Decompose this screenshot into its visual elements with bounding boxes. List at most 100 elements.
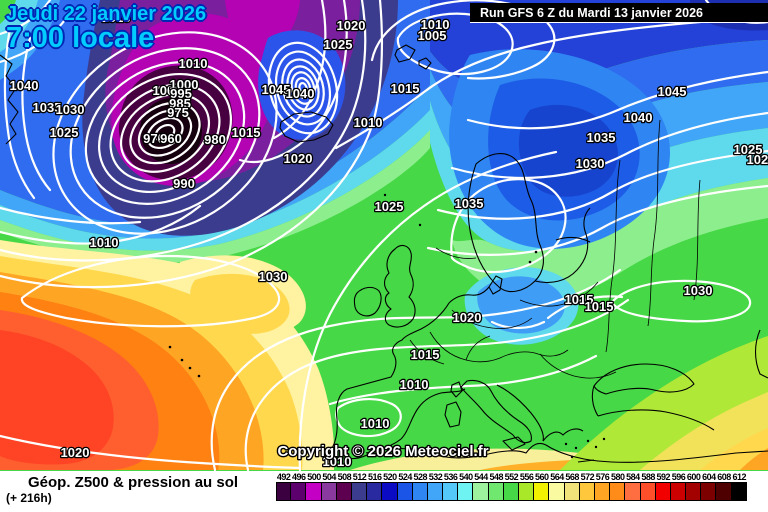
forecast-lead-time: (+ 216h) bbox=[6, 491, 52, 505]
scale-swatch bbox=[427, 482, 444, 501]
scale-cell: 528 bbox=[412, 472, 428, 501]
scale-swatch bbox=[488, 482, 504, 501]
pressure-label: 1015 bbox=[232, 125, 261, 140]
scale-cell: 600 bbox=[686, 472, 702, 501]
scale-cell: 532 bbox=[427, 472, 444, 501]
scale-value: 600 bbox=[686, 472, 701, 482]
scale-value: 592 bbox=[656, 472, 671, 482]
pressure-label: 1020 bbox=[337, 18, 366, 33]
scale-value: 548 bbox=[489, 472, 503, 482]
pressure-label: 1030 bbox=[576, 156, 605, 171]
scale-swatch bbox=[534, 482, 550, 501]
scale-value: 512 bbox=[352, 472, 367, 482]
scale-cell: 544 bbox=[473, 472, 489, 501]
pressure-label: 960 bbox=[160, 131, 182, 146]
pressure-label: 1015 bbox=[565, 292, 594, 307]
pressure-label: 995 bbox=[170, 86, 192, 101]
pressure-label: 1045 bbox=[658, 84, 687, 99]
pressure-label: 1000 bbox=[170, 77, 199, 92]
scale-value: 552 bbox=[504, 472, 519, 482]
scale-value: 572 bbox=[580, 472, 595, 482]
scale-cell: 500 bbox=[306, 472, 322, 501]
pressure-labels-layer: 1015101010401035103010251005100099598597… bbox=[8, 2, 768, 471]
scale-swatch bbox=[701, 482, 717, 501]
pressure-label: 1010 bbox=[400, 377, 429, 392]
scale-cell: 552 bbox=[503, 472, 519, 501]
scale-cell: 612 bbox=[731, 472, 747, 501]
pressure-label: 1040 bbox=[624, 110, 653, 125]
scale-cell: 548 bbox=[488, 472, 504, 501]
scale-swatch bbox=[731, 482, 747, 501]
scale-swatch bbox=[503, 482, 519, 501]
scale-value: 588 bbox=[641, 472, 655, 482]
scale-swatch bbox=[382, 482, 398, 501]
scale-cell: 516 bbox=[367, 472, 383, 501]
scale-cell: 536 bbox=[443, 472, 459, 501]
pressure-label: 1030 bbox=[684, 283, 713, 298]
scale-swatch bbox=[443, 482, 459, 501]
scale-swatch bbox=[276, 482, 292, 501]
copyright-text: Copyright © 2026 Meteociel.fr bbox=[277, 443, 488, 460]
scale-value: 584 bbox=[626, 472, 640, 482]
scale-swatch bbox=[336, 482, 352, 501]
scale-value: 520 bbox=[383, 472, 397, 482]
pressure-label: 970 bbox=[143, 131, 165, 146]
scale-value: 560 bbox=[535, 472, 549, 482]
scale-swatch bbox=[716, 482, 732, 501]
scale-cell: 540 bbox=[458, 472, 474, 501]
pressure-label: 1020 bbox=[747, 152, 768, 167]
scale-cell: 492 bbox=[276, 472, 292, 501]
scale-value: 564 bbox=[550, 472, 564, 482]
scale-value: 508 bbox=[337, 472, 352, 482]
scale-swatch bbox=[625, 482, 641, 501]
pressure-label: 1010 bbox=[179, 56, 208, 71]
scale-value: 536 bbox=[443, 472, 458, 482]
scale-swatch bbox=[594, 482, 611, 501]
scale-cell: 568 bbox=[564, 472, 580, 501]
scale-value: 604 bbox=[702, 472, 716, 482]
scale-swatch bbox=[351, 482, 368, 501]
pressure-label: 1005 bbox=[153, 83, 182, 98]
scale-cell: 596 bbox=[670, 472, 687, 501]
scale-swatch bbox=[412, 482, 428, 501]
model-run-text: Run GFS 6 Z du Mardi 13 janvier 2026 bbox=[480, 5, 703, 20]
scale-value: 580 bbox=[610, 472, 625, 482]
scale-swatch bbox=[670, 482, 687, 501]
pressure-label: 1025 bbox=[324, 37, 353, 52]
scale-cell: 524 bbox=[397, 472, 413, 501]
pressure-label: 1020 bbox=[61, 445, 90, 460]
pressure-label: 1020 bbox=[284, 151, 313, 166]
weather-map: 1015 1010 1040 1035 1030 1025 1005 1000 995 985 97… bbox=[0, 0, 768, 471]
scale-cell: 572 bbox=[579, 472, 595, 501]
pressure-label: 990 bbox=[173, 176, 195, 191]
pressure-label: 1030 bbox=[56, 102, 85, 117]
scale-cell: 588 bbox=[640, 472, 656, 501]
pressure-label: 1040 bbox=[10, 78, 39, 93]
scale-value: 504 bbox=[322, 472, 336, 482]
scale-swatch bbox=[579, 482, 595, 501]
scale-swatch bbox=[610, 482, 626, 501]
scale-value: 524 bbox=[398, 472, 412, 482]
scale-swatch bbox=[473, 482, 489, 501]
scale-cell: 592 bbox=[655, 472, 671, 501]
pressure-label: 1010 bbox=[361, 416, 390, 431]
scale-cell: 512 bbox=[351, 472, 368, 501]
scale-cell: 576 bbox=[594, 472, 611, 501]
scale-value: 608 bbox=[717, 472, 731, 482]
pressure-label: 1015 bbox=[411, 347, 440, 362]
pressure-label: 1025 bbox=[375, 199, 404, 214]
scale-swatch bbox=[640, 482, 656, 501]
pressure-label: 1040 bbox=[286, 86, 315, 101]
scale-swatch bbox=[291, 482, 307, 501]
scale-cell: 556 bbox=[519, 472, 535, 501]
pressure-label: 1025 bbox=[734, 142, 763, 157]
scale-cell: 564 bbox=[549, 472, 565, 501]
scale-cell: 508 bbox=[336, 472, 352, 501]
scale-cell: 560 bbox=[534, 472, 550, 501]
pressure-label: 1035 bbox=[587, 130, 616, 145]
scale-value: 492 bbox=[276, 472, 291, 482]
pressure-label: 975 bbox=[167, 105, 189, 120]
scale-swatch bbox=[686, 482, 702, 501]
scale-value: 532 bbox=[428, 472, 443, 482]
pressure-label: 1030 bbox=[259, 269, 288, 284]
